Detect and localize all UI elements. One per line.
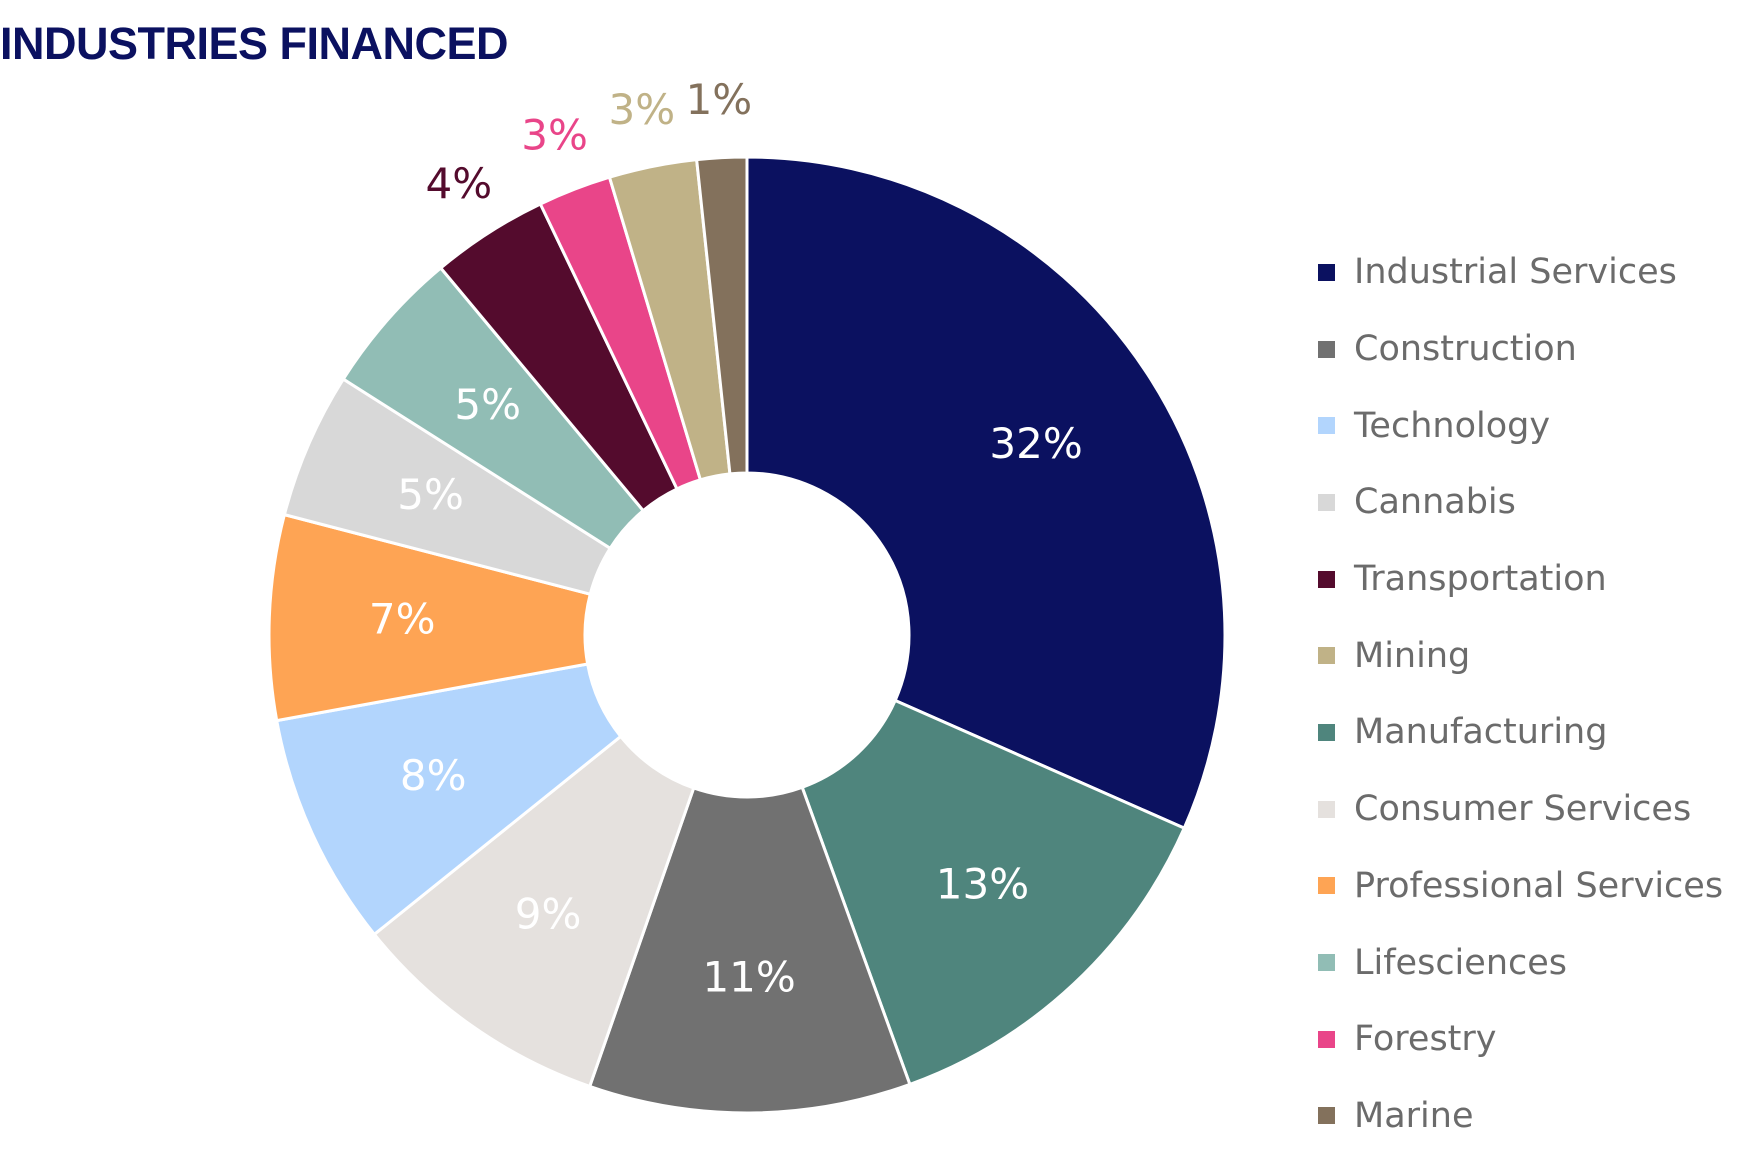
legend-label: Construction xyxy=(1354,329,1577,370)
legend-item-lifesciences: Lifesciences xyxy=(1318,924,1723,1001)
legend-label: Professional Services xyxy=(1354,865,1724,906)
legend-label: Forestry xyxy=(1354,1019,1497,1060)
legend-swatch xyxy=(1318,723,1335,741)
legend-label: Cannabis xyxy=(1354,482,1516,523)
legend-label: Mining xyxy=(1354,635,1471,676)
slice-industrial-services xyxy=(745,155,1227,831)
chart-legend: Industrial Services Construction Technolog… xyxy=(1318,234,1723,1154)
slice-marine xyxy=(694,155,749,476)
slice-label-lifesciences: 5% xyxy=(454,380,521,429)
slice-label-cannabis: 5% xyxy=(397,470,464,519)
legend-item-mining: Mining xyxy=(1318,617,1723,694)
slice-label-construction: 11% xyxy=(702,952,795,1001)
slice-label-forestry: 3% xyxy=(521,110,588,159)
slice-labels: 32%13%11%9%8%7%5%5%4%3%3% 1% xyxy=(369,75,1083,1001)
donut-chart: 32%13%11%9%8%7%5%5%4%3%3% 1% xyxy=(267,75,1227,1115)
legend-swatch xyxy=(1318,417,1335,435)
legend-label: Industrial Services xyxy=(1354,252,1677,293)
slice-consumer-services xyxy=(372,734,696,1089)
chart-title: INDUSTRIES FINANCED xyxy=(0,18,509,69)
legend-item-marine: Marine xyxy=(1318,1078,1723,1154)
legend-item-consumer-services: Consumer Services xyxy=(1318,771,1723,848)
legend-label: Consumer Services xyxy=(1354,789,1692,830)
slice-professional-services xyxy=(267,512,593,723)
legend-label: Marine xyxy=(1354,1095,1474,1136)
legend-swatch xyxy=(1318,570,1335,588)
donut-slices xyxy=(267,155,1227,1115)
slice-label-professional-services: 7% xyxy=(369,595,436,644)
legend-swatch xyxy=(1318,877,1335,895)
legend-item-professional-services: Professional Services xyxy=(1318,848,1723,925)
slice-label-manufacturing: 13% xyxy=(936,860,1029,909)
slice-manufacturing xyxy=(800,698,1187,1087)
legend-item-manufacturing: Manufacturing xyxy=(1318,694,1723,771)
legend-label: Transportation xyxy=(1354,559,1607,600)
slice-technology xyxy=(274,662,623,937)
legend-swatch xyxy=(1318,340,1335,358)
legend-swatch xyxy=(1318,263,1335,281)
legend-item-transportation: Transportation xyxy=(1318,541,1723,618)
legend-label: Technology xyxy=(1354,405,1551,446)
legend-item-forestry: Forestry xyxy=(1318,1001,1723,1078)
slice-label-transportation: 4% xyxy=(426,159,493,208)
legend-label: Manufacturing xyxy=(1354,712,1608,753)
slice-label-consumer-services: 9% xyxy=(515,889,582,938)
slice-label-industrial-services: 32% xyxy=(989,419,1082,468)
legend-swatch xyxy=(1318,1107,1335,1125)
legend-item-technology: Technology xyxy=(1318,387,1723,464)
legend-item-cannabis: Cannabis xyxy=(1318,464,1723,541)
legend-swatch xyxy=(1318,1030,1335,1048)
slice-label-mining: 3% xyxy=(608,85,675,134)
legend-swatch xyxy=(1318,954,1335,972)
legend-swatch xyxy=(1318,800,1335,818)
legend-swatch xyxy=(1318,647,1335,665)
legend-item-industrial-services: Industrial Services xyxy=(1318,234,1723,311)
slice-construction xyxy=(587,785,912,1115)
legend-swatch xyxy=(1318,493,1335,511)
legend-label: Lifesciences xyxy=(1354,942,1568,983)
slice-label-technology: 8% xyxy=(400,751,467,800)
slice-label-marine: 1% xyxy=(686,75,753,124)
legend-item-construction: Construction xyxy=(1318,311,1723,388)
